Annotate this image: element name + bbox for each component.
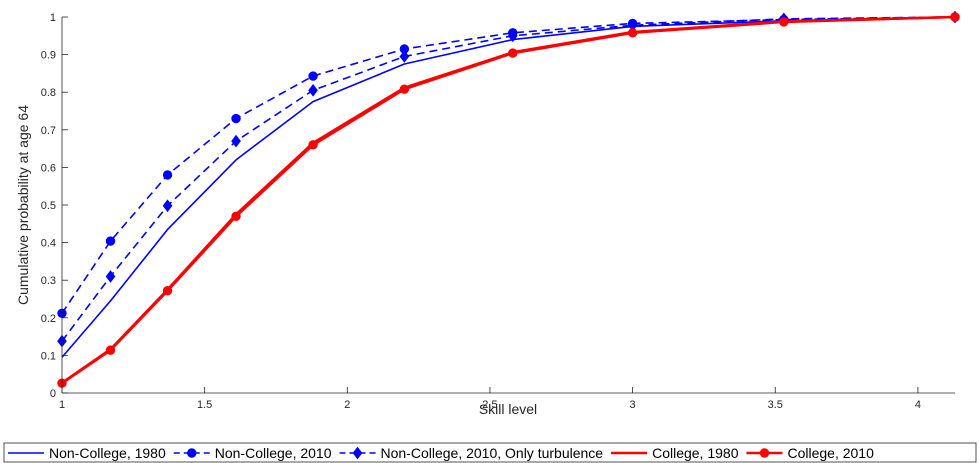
data-point-4-2 <box>162 286 173 296</box>
legend-items: Non-College, 1980 Non-College, 2010 Non-Co… <box>8 445 874 461</box>
x-tick-label-6: 4 <box>915 399 921 411</box>
legend-label-2: Non-College, 2010, Only turbulence <box>381 445 604 461</box>
x-tick-label-0: 1 <box>59 399 65 411</box>
data-point-2-4 <box>308 83 318 97</box>
y-tick-label-3: 0.3 <box>41 275 56 287</box>
series-layer <box>61 15 956 385</box>
data-point-4-5 <box>399 84 410 94</box>
plot-area <box>62 17 955 393</box>
y-tick-label-2: 0.2 <box>41 313 56 325</box>
data-point-1-3 <box>231 113 241 124</box>
x-tick-label-3: 2.5 <box>482 399 497 411</box>
legend-label-0: Non-College, 1980 <box>49 445 166 461</box>
legend-box <box>3 442 977 463</box>
legend-label-4: College, 2010 <box>787 445 874 461</box>
data-point-2-1 <box>105 270 116 283</box>
y-tick-label-5: 0.5 <box>41 200 56 212</box>
series-line-2 <box>61 16 956 342</box>
data-point-1-2 <box>162 170 173 180</box>
y-tick-label-4: 0.4 <box>41 238 56 250</box>
x-tick-label-4: 3 <box>630 399 636 411</box>
data-point-4-9 <box>950 12 960 22</box>
legend-label-1: Non-College, 2010 <box>215 445 332 461</box>
x-tick-label-2: 2 <box>344 399 350 411</box>
data-point-2-3 <box>231 134 241 148</box>
legend-item-0: Non-College, 1980 <box>8 445 166 461</box>
series-line-1 <box>61 16 956 314</box>
legend-item-3: College, 1980 <box>611 445 739 461</box>
data-point-4-7 <box>627 28 638 38</box>
x-axis-title: Skill level <box>479 401 537 417</box>
legend-item-1: Non-College, 2010 <box>173 445 332 461</box>
y-tick-label-7: 0.7 <box>41 125 56 137</box>
legend-item-2: Non-College, 2010, Only turbulence <box>339 445 604 461</box>
data-point-4-6 <box>508 48 518 58</box>
data-point-1-1 <box>105 236 116 246</box>
legend-item-4: College, 2010 <box>746 445 874 461</box>
x-tick-label-5: 3.5 <box>768 399 783 411</box>
data-point-2-6 <box>507 29 518 43</box>
y-tick-label-10: 1 <box>50 12 56 24</box>
markers-layer <box>57 10 960 388</box>
legend-marker-2 <box>352 446 363 460</box>
data-point-2-2 <box>162 199 173 213</box>
ticks-layer: 1 1.5 2 2.5 3 3.5 4 0 0.1 0.2 0.3 0.4 0.5 0.6 0.7 0.8 0.… <box>41 12 921 411</box>
legend-label-3: College, 1980 <box>652 445 739 461</box>
data-point-4-4 <box>308 140 318 150</box>
data-point-4-1 <box>105 345 116 355</box>
data-point-4-3 <box>231 211 241 221</box>
legend-marker-1 <box>187 448 197 458</box>
series-line-0 <box>61 16 956 358</box>
legend-marker-4 <box>759 448 770 458</box>
y-tick-label-9: 0.9 <box>41 50 56 62</box>
y-tick-label-6: 0.6 <box>41 162 56 174</box>
y-tick-label-8: 0.8 <box>41 87 56 99</box>
data-point-1-4 <box>308 71 318 81</box>
y-tick-label-1: 0.1 <box>41 350 56 362</box>
y-tick-label-0: 0 <box>50 388 56 400</box>
x-tick-label-1: 1.5 <box>197 399 212 411</box>
data-point-4-8 <box>779 17 789 27</box>
data-point-2-5 <box>399 50 410 63</box>
series-line-4 <box>61 15 956 385</box>
legend: Non-College, 1980 Non-College, 2010 Non-Co… <box>3 442 977 463</box>
y-axis-title: Cumulative probability at age 64 <box>15 105 31 305</box>
